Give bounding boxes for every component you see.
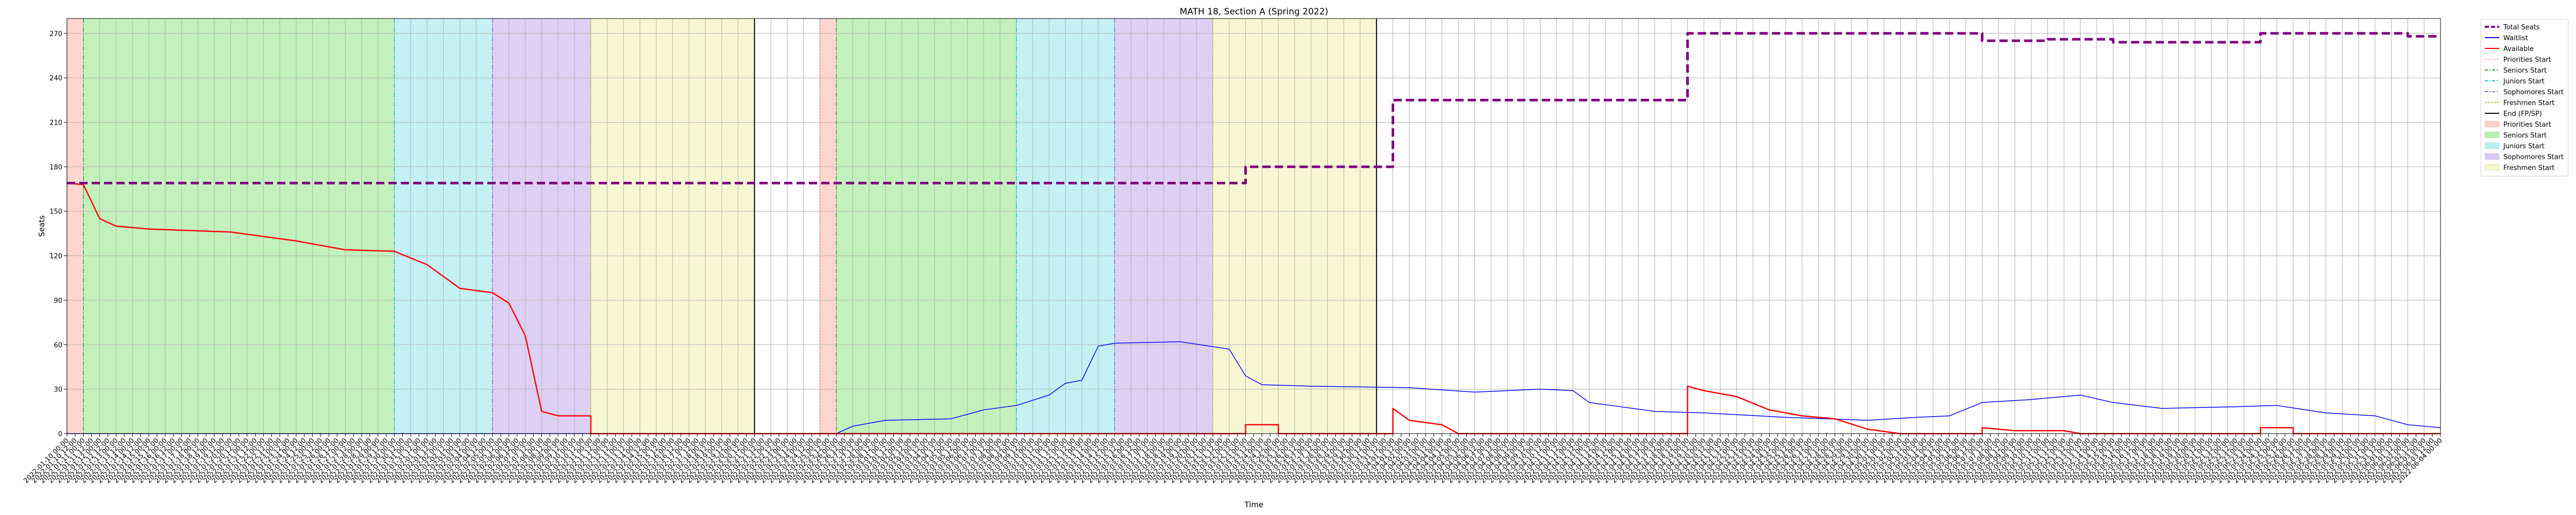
legend-swatch: [2484, 121, 2500, 128]
legend-item: Seniors Start: [2484, 131, 2547, 140]
legend-item: Priorities Start: [2485, 56, 2551, 64]
series-waitlist: [67, 341, 2441, 434]
legend-swatch: [2484, 164, 2500, 171]
x-axis-label: Time: [1244, 500, 1264, 509]
y-tick-label: 240: [49, 75, 62, 82]
series-total-seats: [67, 32, 2441, 185]
y-tick-label: 270: [49, 30, 62, 38]
legend-item: Total Seats: [2485, 24, 2540, 31]
chart-title: MATH 18, Section A (Spring 2022): [1180, 7, 1328, 17]
legend-label: Priorities Start: [2503, 121, 2551, 129]
legend-label: Freshmen Start: [2503, 99, 2554, 107]
legend-label: Sophomores Start: [2503, 153, 2564, 161]
legend-label: Seniors Start: [2503, 132, 2547, 140]
legend-swatch: [2484, 131, 2500, 139]
legend-label: End (FP/SP): [2503, 110, 2542, 118]
priorities-band: [67, 19, 83, 434]
legend-item: Juniors Start: [2484, 142, 2545, 150]
legend-label: Seniors Start: [2503, 67, 2547, 75]
grid: [66, 19, 2441, 434]
priorities-band: [820, 19, 837, 434]
legend-swatch: [2484, 153, 2500, 160]
legend-label: Sophomores Start: [2503, 89, 2564, 96]
legend-item: Waitlist: [2485, 35, 2528, 42]
y-tick-label: 180: [49, 164, 62, 171]
y-axis: 0 30 60 90 120 150 180 210 240 270: [49, 30, 67, 438]
seniors-band: [836, 19, 1016, 434]
legend-label: Freshmen Start: [2503, 164, 2554, 172]
legend-item: End (FP/SP): [2485, 110, 2542, 118]
y-tick-label: 0: [58, 431, 62, 438]
y-tick-label: 150: [49, 208, 62, 216]
seniors-band: [83, 19, 395, 434]
legend-label: Total Seats: [2503, 24, 2540, 31]
y-tick-label: 210: [49, 119, 62, 127]
legend-item: Freshmen Start: [2485, 99, 2554, 107]
y-tick-label: 120: [49, 253, 62, 261]
legend-item: Available: [2485, 45, 2534, 53]
y-axis-label: Seats: [37, 215, 46, 237]
legend-item: Priorities Start: [2484, 121, 2551, 129]
legend-label: Available: [2503, 45, 2534, 53]
legend-item: Juniors Start: [2485, 78, 2545, 85]
y-tick-label: 60: [54, 341, 62, 349]
legend-label: Juniors Start: [2503, 143, 2545, 150]
legend-item: Seniors Start: [2485, 67, 2547, 75]
legend-label: Juniors Start: [2503, 78, 2545, 85]
y-tick-label: 90: [54, 297, 62, 305]
y-tick-label: 30: [54, 386, 62, 394]
legend-item: Sophomores Start: [2485, 89, 2564, 96]
legend-item: Freshmen Start: [2484, 164, 2554, 172]
legend-label: Priorities Start: [2503, 56, 2551, 64]
legend-box: [2480, 19, 2569, 177]
legend-item: Sophomores Start: [2484, 153, 2564, 161]
legend-swatch: [2484, 142, 2500, 149]
legend-label: Waitlist: [2503, 35, 2528, 42]
legend: Total Seats Waitlist Available Priorities S…: [2480, 19, 2569, 177]
